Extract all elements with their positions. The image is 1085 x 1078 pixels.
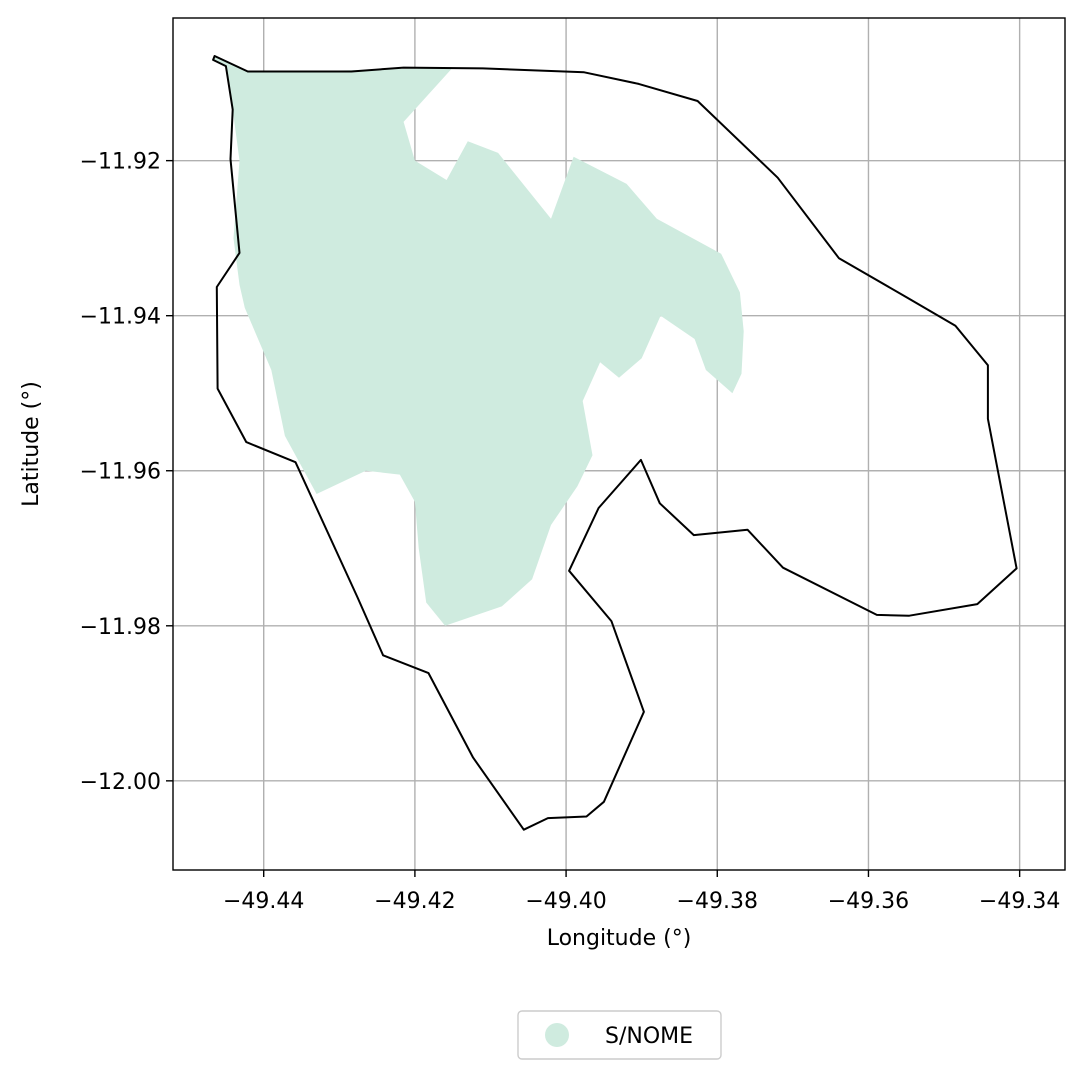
region-layer — [213, 56, 744, 626]
municipal-boundary — [212, 55, 1018, 831]
region-s-nome — [213, 56, 744, 626]
x-tick-label-2: −49.40 — [525, 889, 606, 914]
y-axis-label: Latitude (°) — [19, 381, 44, 507]
legend-marker-s-nome — [545, 1023, 569, 1047]
legend-label-s-nome: S/NOME — [605, 1024, 693, 1049]
x-tick-label-3: −49.38 — [677, 889, 758, 914]
y-tick-label-3: −11.98 — [80, 615, 161, 640]
x-tick-label-4: −49.36 — [828, 889, 909, 914]
x-tick-label-5: −49.34 — [979, 889, 1060, 914]
y-tick-label-1: −11.94 — [80, 305, 161, 330]
x-tick-label-0: −49.44 — [223, 889, 304, 914]
y-tick-label-0: −11.92 — [80, 150, 161, 175]
x-axis: −49.44 −49.42 −49.40 −49.38 −49.36 −49.34 — [223, 870, 1060, 914]
legend-frame — [517, 1010, 722, 1060]
plot-area-frame — [172, 17, 1066, 871]
x-axis-label: Longitude (°) — [547, 926, 692, 951]
y-tick-label-4: −12.00 — [80, 770, 161, 795]
x-tick-label-1: −49.42 — [374, 889, 455, 914]
legend: S/NOME — [517, 1010, 722, 1060]
boundary-layer — [212, 55, 1018, 831]
y-axis: −11.92 −11.94 −11.96 −11.98 −12.00 — [80, 150, 173, 795]
y-tick-label-2: −11.96 — [80, 460, 161, 485]
